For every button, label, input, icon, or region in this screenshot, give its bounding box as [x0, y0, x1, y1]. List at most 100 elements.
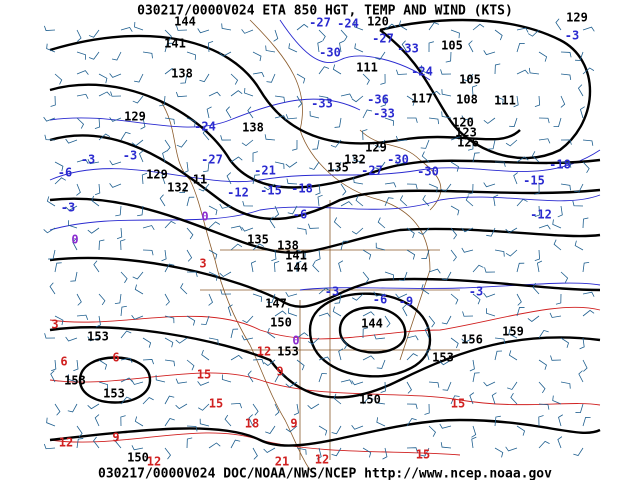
height-label: 138 — [171, 67, 193, 81]
wind-barb — [375, 161, 386, 170]
height-label: 123 — [455, 126, 477, 140]
height-label: 120 — [452, 116, 474, 130]
temp-label: -9 — [399, 295, 413, 309]
wind-barb — [94, 414, 100, 427]
height-label: 159 — [502, 325, 524, 339]
wind-barb — [318, 356, 331, 362]
wind-barb — [362, 271, 370, 284]
wind-barb — [428, 183, 438, 193]
wind-barb — [230, 243, 243, 251]
wind-barb — [120, 357, 133, 363]
wind-barb — [420, 139, 430, 149]
wind-barb — [76, 314, 89, 320]
wind-barb — [98, 133, 111, 141]
height-contours — [49, 18, 601, 447]
temp-label: -30 — [387, 153, 409, 167]
wind-barb — [486, 227, 496, 237]
temp-label: -30 — [319, 46, 341, 60]
wind-barb — [428, 315, 436, 328]
wind-barb — [331, 425, 342, 435]
wind-barb — [70, 271, 78, 282]
wind-barb — [450, 293, 459, 305]
height-label: 111 — [494, 94, 516, 108]
wind-barb — [164, 293, 170, 306]
wind-barb — [252, 174, 260, 185]
wind-barb — [528, 67, 540, 75]
wind-barb — [331, 447, 342, 457]
wind-barb — [252, 151, 258, 163]
wind-barb — [265, 425, 276, 434]
wind-barb — [93, 436, 100, 449]
wind-barb — [87, 227, 100, 234]
wind-barb — [179, 183, 188, 194]
wind-barb — [340, 183, 347, 196]
wind-barb — [445, 51, 452, 63]
wind-barb — [582, 67, 595, 75]
wind-barb — [199, 73, 210, 83]
temp-label: 21 — [275, 455, 289, 469]
height-label: 132 — [344, 153, 366, 167]
temp-label: 9 — [290, 417, 297, 431]
wind-barb — [317, 194, 323, 207]
wind-barb — [176, 25, 188, 31]
wind-barb — [471, 84, 478, 97]
wind-barb — [494, 415, 501, 427]
wind-barb — [340, 201, 353, 207]
wind-barb — [285, 381, 298, 388]
wind-barb — [186, 196, 195, 207]
wind-barb — [315, 249, 321, 262]
wind-barb — [318, 66, 330, 75]
wind-barb — [421, 151, 430, 163]
wind-barb — [208, 271, 218, 281]
wind-barb — [555, 18, 562, 31]
wind-barb — [318, 312, 331, 318]
temp-label: 0 — [71, 233, 78, 247]
wind-barb — [469, 359, 475, 372]
wind-barb — [384, 197, 394, 207]
wind-barb — [200, 315, 210, 325]
wind-barb — [428, 117, 440, 125]
temp-label: -24 — [194, 120, 216, 134]
wind-barb — [406, 417, 417, 427]
wind-barb — [207, 40, 214, 53]
wind-barb — [538, 415, 544, 427]
wind-barb — [164, 447, 171, 460]
wind-barb — [577, 84, 584, 97]
height-label: 105 — [459, 73, 481, 87]
wind-barb — [471, 425, 477, 438]
wind-barb — [532, 151, 540, 163]
wind-barb — [208, 337, 219, 345]
wind-barb — [484, 267, 496, 273]
wind-barb — [264, 134, 276, 141]
wind-barb — [362, 311, 375, 317]
wind-barb — [186, 227, 194, 240]
wind-barb — [338, 348, 344, 361]
wind-barb — [273, 29, 279, 42]
wind-barb — [109, 117, 122, 122]
wind-barb — [318, 95, 329, 103]
wind-barb — [362, 73, 370, 85]
wind-barb — [296, 359, 305, 371]
wind-barb — [91, 195, 100, 207]
wind-barb — [220, 289, 232, 295]
wind-barb — [340, 379, 353, 385]
wind-barb — [376, 359, 386, 369]
wind-barb — [505, 139, 518, 147]
wind-barb — [516, 27, 529, 33]
wind-barb — [54, 403, 61, 416]
wind-barb — [560, 139, 572, 145]
wind-barb — [553, 117, 562, 128]
temp-label: -24 — [337, 17, 359, 31]
wind-barb — [534, 205, 540, 217]
wind-barb — [115, 205, 122, 217]
wind-barb — [134, 21, 144, 31]
wind-barb — [362, 327, 369, 339]
temp-label: -27 — [309, 16, 331, 30]
wind-barb — [399, 195, 408, 207]
wind-barb — [134, 284, 144, 295]
wind-barb — [516, 306, 525, 317]
wind-barb — [293, 403, 299, 416]
map-title: 030217/0000V024 ETA 850 HGT, TEMP AND WI… — [137, 4, 513, 19]
wind-barb — [230, 73, 239, 85]
wind-barb — [582, 217, 589, 229]
